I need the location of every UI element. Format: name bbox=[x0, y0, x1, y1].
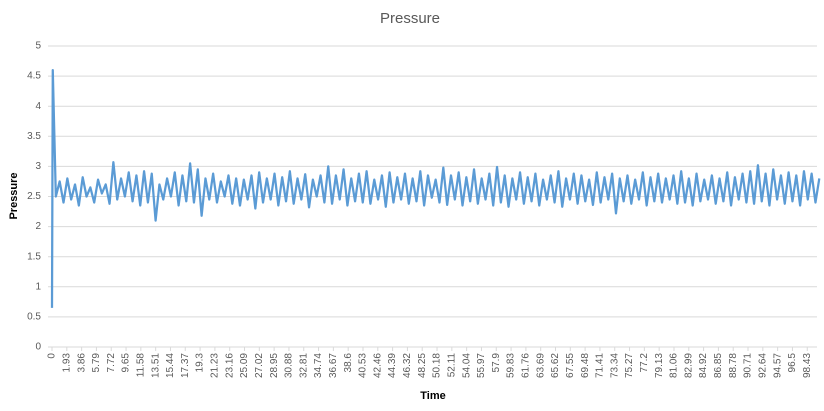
x-tick-label: 71.41 bbox=[595, 353, 606, 378]
y-tick-label: 3.5 bbox=[27, 131, 41, 142]
x-tick-label: 69.48 bbox=[580, 353, 591, 378]
x-tick-label: 27.02 bbox=[254, 353, 265, 378]
chart-title: Pressure bbox=[380, 10, 440, 27]
x-tick-label: 5.79 bbox=[91, 353, 102, 373]
x-tick-label: 88.78 bbox=[728, 353, 739, 378]
x-tick-label: 84.92 bbox=[698, 353, 709, 378]
x-tick-label: 96.5 bbox=[787, 353, 798, 373]
x-tick-label: 9.65 bbox=[121, 353, 132, 373]
y-tick-label: 0 bbox=[35, 342, 41, 353]
x-tick-label: 46.32 bbox=[402, 353, 413, 378]
x-tick-label: 52.11 bbox=[446, 353, 457, 378]
x-tick-label: 61.76 bbox=[521, 353, 532, 378]
x-tick-label: 63.69 bbox=[535, 353, 546, 378]
x-tick-label: 1.93 bbox=[61, 353, 72, 373]
x-tick-label: 94.57 bbox=[772, 353, 783, 378]
y-tick-label: 1 bbox=[35, 281, 41, 292]
x-tick-label: 36.67 bbox=[328, 353, 339, 378]
x-tick-label: 98.43 bbox=[802, 353, 813, 378]
x-tick-label: 23.16 bbox=[224, 353, 235, 378]
x-tick-label: 11.58 bbox=[135, 353, 146, 378]
x-tick-label: 34.74 bbox=[313, 353, 324, 378]
x-tick-label: 77.2 bbox=[639, 353, 650, 373]
x-tick-label: 86.85 bbox=[713, 353, 724, 378]
x-tick-label: 17.37 bbox=[180, 353, 191, 378]
x-tick-label: 92.64 bbox=[757, 353, 768, 378]
y-tick-label: 5 bbox=[35, 41, 41, 52]
x-tick-label: 48.25 bbox=[417, 353, 428, 378]
y-tick-label: 3 bbox=[35, 161, 41, 172]
x-tick-label: 90.71 bbox=[743, 353, 754, 378]
x-tick-label: 54.04 bbox=[461, 353, 472, 378]
x-tick-label: 42.46 bbox=[372, 353, 383, 378]
x-tick-label: 38.6 bbox=[343, 353, 354, 373]
x-tick-label: 75.27 bbox=[624, 353, 635, 378]
x-tick-label: 0 bbox=[47, 353, 58, 359]
x-tick-label: 40.53 bbox=[358, 353, 369, 378]
x-tick-label: 81.06 bbox=[669, 353, 680, 378]
x-tick-label: 57.9 bbox=[491, 353, 502, 373]
x-tick-label: 19.3 bbox=[195, 353, 206, 373]
x-tick-label: 28.95 bbox=[269, 353, 280, 378]
x-tick-label: 7.72 bbox=[106, 353, 117, 373]
x-tick-label: 3.86 bbox=[76, 353, 87, 373]
x-tick-label: 59.83 bbox=[506, 353, 517, 378]
x-tick-label: 82.99 bbox=[683, 353, 694, 378]
y-tick-label: 4 bbox=[35, 101, 41, 112]
x-tick-label: 55.97 bbox=[476, 353, 487, 378]
y-tick-label: 0.5 bbox=[27, 312, 41, 323]
y-axis-title: Pressure bbox=[8, 172, 20, 219]
data-line bbox=[50, 68, 821, 308]
x-tick-label: 79.13 bbox=[654, 353, 665, 378]
x-tick-label: 13.51 bbox=[150, 353, 161, 378]
y-tick-label: 2.5 bbox=[27, 191, 41, 202]
x-tick-label: 30.88 bbox=[284, 353, 295, 378]
y-tick-label: 1.5 bbox=[27, 251, 41, 262]
x-tick-label: 25.09 bbox=[239, 353, 250, 378]
x-axis-title: Time bbox=[420, 390, 445, 402]
x-tick-label: 50.18 bbox=[432, 353, 443, 378]
x-tick-label: 44.39 bbox=[387, 353, 398, 378]
x-tick-label: 32.81 bbox=[298, 353, 309, 378]
y-tick-label: 4.5 bbox=[27, 71, 41, 82]
x-tick-label: 15.44 bbox=[165, 353, 176, 378]
x-tick-label: 73.34 bbox=[609, 353, 620, 378]
x-tick-label: 65.62 bbox=[550, 353, 561, 378]
x-tick-label: 67.55 bbox=[565, 353, 576, 378]
y-tick-label: 2 bbox=[35, 221, 41, 232]
x-tick-label: 21.23 bbox=[210, 353, 221, 378]
